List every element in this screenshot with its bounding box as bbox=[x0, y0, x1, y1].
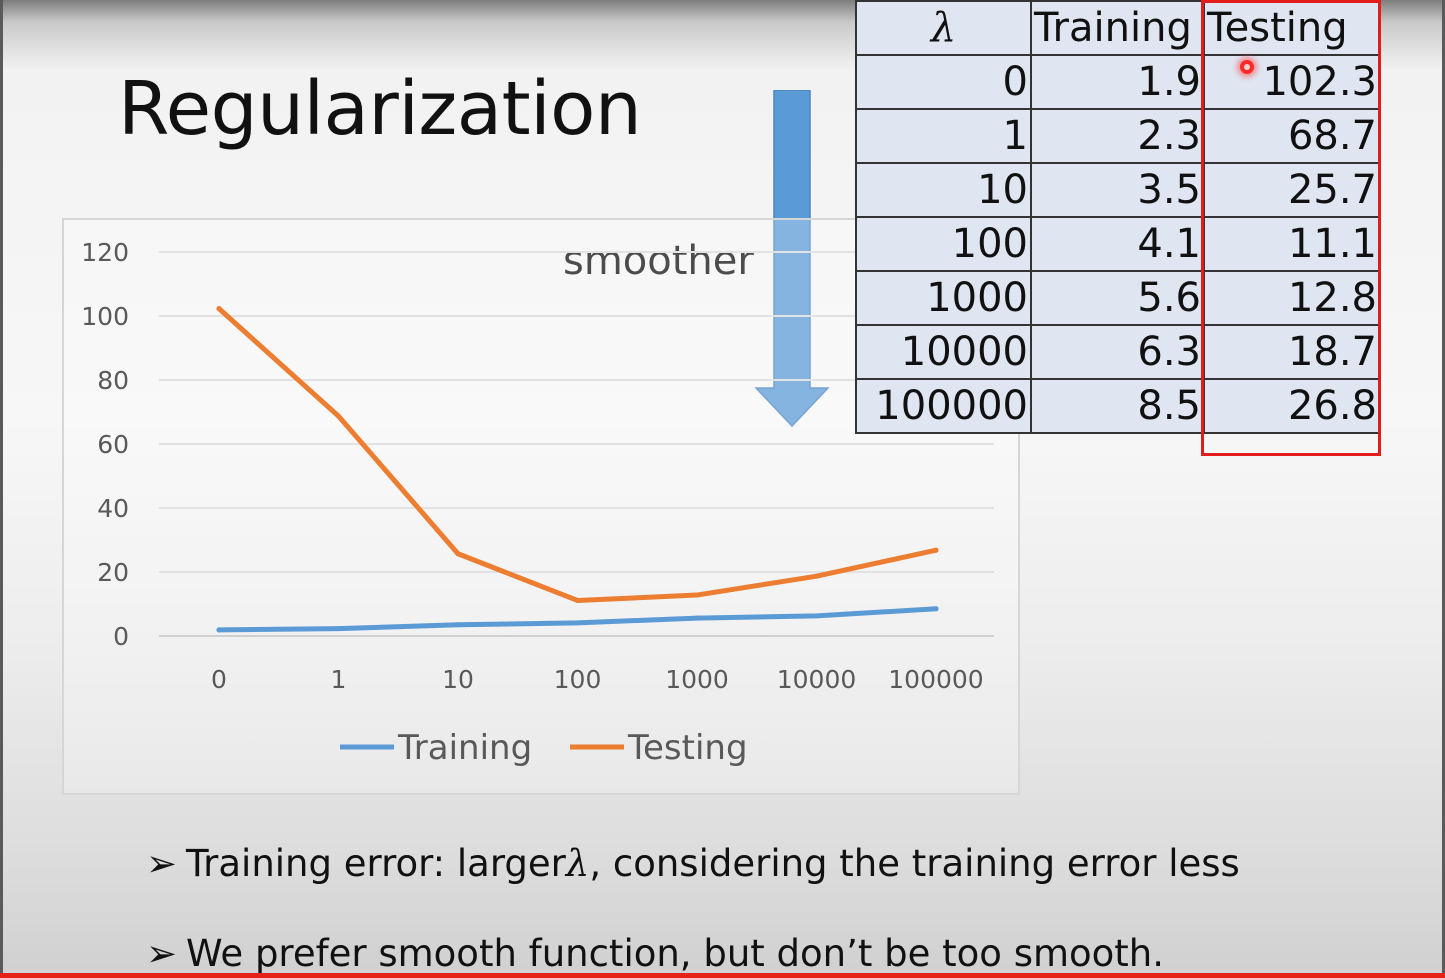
slide-title: Regularization bbox=[118, 66, 642, 152]
data-point-training bbox=[694, 615, 700, 621]
bullet-item: ➢ We prefer smooth function, but don’t be… bbox=[146, 932, 1164, 975]
x-tick-label: 1 bbox=[331, 665, 347, 694]
cell-lambda: 100 bbox=[855, 216, 1032, 272]
table-row: 0 1.9 102.3 bbox=[855, 54, 1381, 110]
data-point-training bbox=[216, 627, 222, 633]
data-point-training bbox=[336, 626, 341, 632]
cell-testing: 12.8 bbox=[1203, 270, 1381, 326]
header-training: Training bbox=[1030, 0, 1205, 56]
data-point-testing bbox=[336, 413, 341, 419]
cell-lambda: 10 bbox=[855, 162, 1032, 218]
slide-left-edge bbox=[0, 0, 3, 978]
cell-testing: 26.8 bbox=[1203, 378, 1381, 434]
table-row: 100000 8.5 26.8 bbox=[855, 378, 1381, 434]
line-chart: 120 100 80 60 40 20 0 0 1 10 100 1000 10000 100000 Tra… bbox=[81, 238, 994, 768]
lambda-symbol: λ bbox=[565, 842, 590, 885]
series-line-training bbox=[216, 606, 939, 633]
table-row: 1 2.3 68.7 bbox=[855, 108, 1381, 164]
cell-training: 8.5 bbox=[1030, 378, 1205, 434]
data-point-training bbox=[933, 606, 939, 612]
cell-training: 6.3 bbox=[1030, 324, 1205, 380]
cell-lambda: 10000 bbox=[855, 324, 1032, 380]
bullet-arrow-icon: ➢ bbox=[146, 842, 178, 885]
bullet-text: Training error: larger bbox=[186, 842, 566, 885]
slide-right-edge bbox=[1442, 0, 1445, 978]
data-point-training bbox=[455, 622, 461, 628]
video-progress-bar[interactable] bbox=[0, 973, 1445, 978]
cell-testing: 18.7 bbox=[1203, 324, 1381, 380]
bullet-text: We prefer smooth function, but don’t be … bbox=[186, 932, 1165, 975]
cell-testing: 25.7 bbox=[1203, 162, 1381, 218]
cell-training: 5.6 bbox=[1030, 270, 1205, 326]
legend-label-training: Training bbox=[397, 728, 532, 768]
y-tick-label: 120 bbox=[81, 238, 129, 267]
x-tick-label: 100000 bbox=[888, 665, 983, 694]
data-point-testing bbox=[933, 547, 939, 553]
cell-testing: 11.1 bbox=[1203, 216, 1381, 272]
arrow-label: smoother bbox=[563, 238, 754, 284]
cell-lambda: 100000 bbox=[855, 378, 1032, 434]
laser-pointer-icon bbox=[1240, 60, 1254, 74]
y-tick-label: 80 bbox=[97, 366, 129, 395]
x-tick-label: 10 bbox=[442, 665, 474, 694]
x-tick-label: 10000 bbox=[777, 665, 857, 694]
y-tick-label: 40 bbox=[97, 494, 129, 523]
bullet-text-suffix: , considering the training error less bbox=[589, 842, 1240, 885]
cell-lambda: 1000 bbox=[855, 270, 1032, 326]
data-point-testing bbox=[814, 573, 819, 579]
x-tick-label: 100 bbox=[554, 665, 602, 694]
cell-lambda: 0 bbox=[855, 54, 1032, 110]
data-point-testing bbox=[694, 592, 700, 598]
cell-testing: 68.7 bbox=[1203, 108, 1381, 164]
cell-testing: 102.3 bbox=[1203, 54, 1381, 110]
lambda-table: λ Training Testing 0 1.9 102.3 1 2.3 68.… bbox=[855, 0, 1381, 434]
x-tick-label: 1000 bbox=[665, 665, 729, 694]
table-row: 10000 6.3 18.7 bbox=[855, 324, 1381, 380]
table-row: 100 4.1 11.1 bbox=[855, 216, 1381, 272]
cell-training: 1.9 bbox=[1030, 54, 1205, 110]
bullet-item: ➢ Training error: largerλ, considering th… bbox=[146, 842, 1240, 885]
cell-training: 4.1 bbox=[1030, 216, 1205, 272]
down-arrow-icon bbox=[754, 90, 830, 428]
data-point-training bbox=[814, 613, 819, 619]
data-point-testing bbox=[575, 597, 580, 603]
cell-training: 2.3 bbox=[1030, 108, 1205, 164]
table-row: 10 3.5 25.7 bbox=[855, 162, 1381, 218]
y-tick-label: 100 bbox=[81, 302, 129, 331]
chart-container: 120 100 80 60 40 20 0 0 1 10 100 1000 10000 100000 Tra… bbox=[62, 218, 1020, 795]
cell-training: 3.5 bbox=[1030, 162, 1205, 218]
legend-label-testing: Testing bbox=[627, 728, 748, 768]
bullet-arrow-icon: ➢ bbox=[146, 932, 178, 975]
header-lambda: λ bbox=[855, 0, 1032, 56]
data-point-testing bbox=[455, 551, 461, 557]
series-line-testing bbox=[216, 306, 939, 603]
cell-lambda: 1 bbox=[855, 108, 1032, 164]
y-tick-label: 20 bbox=[97, 558, 129, 587]
y-tick-label: 0 bbox=[113, 622, 129, 651]
x-tick-label: 0 bbox=[211, 665, 227, 694]
data-point-testing bbox=[216, 306, 222, 312]
table-header-row: λ Training Testing bbox=[855, 0, 1381, 56]
data-point-training bbox=[575, 620, 580, 626]
table-row: 1000 5.6 12.8 bbox=[855, 270, 1381, 326]
header-testing: Testing bbox=[1203, 0, 1381, 56]
y-tick-label: 60 bbox=[97, 430, 129, 459]
